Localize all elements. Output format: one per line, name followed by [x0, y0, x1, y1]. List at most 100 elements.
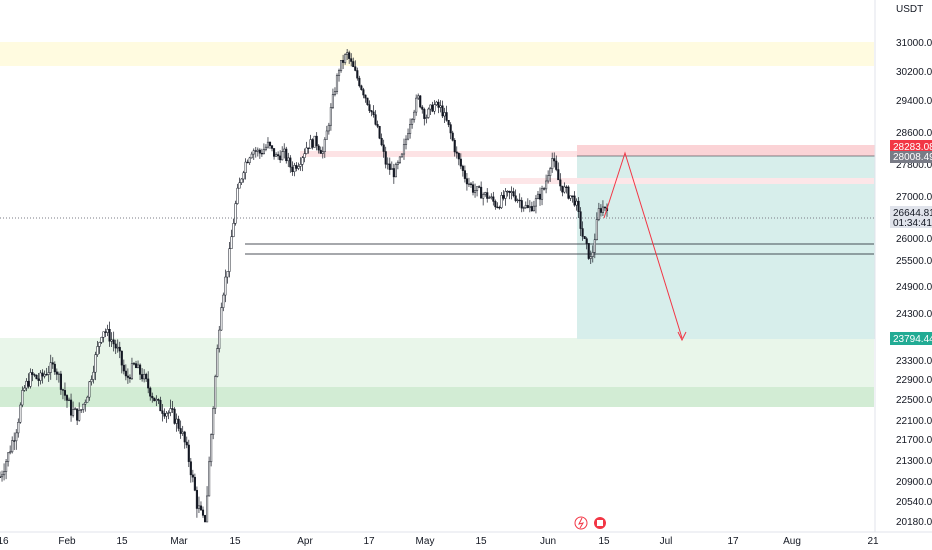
candle-body	[5, 461, 8, 472]
candle-body	[360, 85, 363, 90]
candle-body	[161, 410, 164, 414]
candle-body	[571, 195, 574, 197]
candle-body	[589, 256, 592, 259]
stop-price: 28283.08	[893, 142, 932, 153]
candle-body	[512, 191, 515, 197]
candle-body	[563, 186, 566, 193]
candle-body	[427, 108, 430, 118]
candle-body	[195, 490, 198, 509]
candle-body	[175, 418, 178, 424]
currency-label: USDT	[896, 4, 923, 15]
candle-body	[545, 180, 548, 190]
candle-body	[76, 408, 79, 421]
candle-body	[104, 331, 107, 333]
candle-body	[595, 219, 598, 240]
candle-body	[350, 58, 353, 62]
candle-body	[273, 148, 276, 157]
candle-body	[331, 94, 334, 108]
lightning-icon[interactable]	[574, 516, 588, 530]
stop-badge	[890, 140, 932, 153]
candle-body	[581, 228, 584, 237]
candle-body	[11, 440, 14, 453]
candle-body	[465, 178, 468, 185]
candle-body	[547, 175, 550, 182]
candle-body	[555, 160, 558, 170]
y-tick-label: 23300.00	[896, 356, 932, 367]
candle-body	[80, 409, 83, 411]
y-tick-label: 27000.00	[896, 192, 932, 203]
candle-body	[390, 168, 393, 170]
candle-body	[210, 434, 213, 463]
candle-body	[214, 376, 217, 409]
candle-body	[285, 148, 288, 162]
candle-body	[510, 191, 513, 193]
candle-body	[319, 149, 322, 154]
last-price: 26644.81	[893, 208, 932, 219]
candle-body	[45, 374, 48, 376]
x-tick-label: Apr	[297, 536, 313, 547]
candle-body	[145, 374, 148, 380]
candle-body	[102, 331, 105, 338]
y-axis-ticks: 31000.00 30200.00 29400.00 28600.00 27800.00…	[896, 38, 932, 528]
candle-body	[486, 192, 489, 199]
candle-body	[447, 120, 450, 125]
candle-body	[573, 195, 576, 206]
candle-body	[520, 200, 523, 209]
candle-body	[21, 390, 24, 406]
candle-body	[411, 119, 414, 125]
candle-body	[463, 170, 466, 179]
candle-body	[293, 165, 296, 173]
candle-body	[295, 165, 298, 169]
entry-badge	[890, 151, 932, 163]
candle-body	[449, 124, 452, 134]
candle-body	[366, 97, 369, 105]
candle-body	[27, 380, 30, 387]
candle-body	[177, 418, 180, 429]
candle-body	[51, 362, 54, 365]
candle-body	[96, 346, 99, 355]
candle-body	[92, 371, 95, 380]
candle-body	[244, 161, 247, 173]
x-tick-label: 21	[867, 536, 879, 547]
candle-body	[94, 354, 97, 373]
candle-body	[167, 412, 170, 414]
candle-body	[224, 276, 227, 296]
candle-body	[86, 396, 89, 403]
candle-body	[516, 199, 519, 202]
candle-body	[19, 404, 22, 423]
candle-body	[417, 95, 420, 99]
candle-body	[67, 399, 71, 402]
candle-body	[57, 373, 60, 375]
candle-body	[492, 196, 495, 202]
candle-body	[579, 211, 582, 229]
candle-body	[469, 183, 473, 185]
entry-price: 28008.49	[893, 152, 932, 163]
candle-body	[455, 151, 458, 154]
last-price-badge	[890, 206, 932, 228]
candle-body	[185, 441, 188, 446]
y-tick-label: 22100.00	[896, 416, 932, 427]
candle-body	[260, 152, 263, 155]
candle-body	[254, 150, 257, 152]
candle-body	[279, 155, 282, 161]
candle-body	[55, 371, 58, 375]
candle-body	[258, 149, 261, 154]
candle-body	[526, 205, 529, 208]
candle-body	[268, 141, 272, 146]
candle-body	[3, 471, 6, 476]
candle-body	[134, 363, 138, 369]
candle-body	[141, 374, 144, 380]
x-tick-label: Aug	[783, 536, 801, 547]
candle-body	[252, 150, 255, 155]
y-tick-label: 21300.00	[896, 456, 932, 467]
flag-icon[interactable]	[594, 517, 606, 529]
target-price: 23794.44	[893, 334, 932, 345]
y-tick-label: 21700.00	[896, 435, 932, 446]
candle-body	[429, 104, 432, 110]
strong-support-zone	[0, 387, 874, 407]
candle-body	[37, 378, 40, 381]
candle-body	[478, 186, 481, 188]
candle-body	[232, 223, 235, 237]
candle-body	[289, 157, 292, 168]
